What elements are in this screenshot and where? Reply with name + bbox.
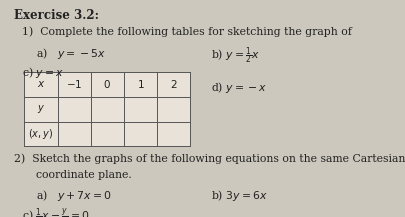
Bar bbox=[24, 72, 190, 146]
Text: $-1$: $-1$ bbox=[66, 78, 82, 90]
Text: 2)  Sketch the graphs of the following equations on the same Cartesian: 2) Sketch the graphs of the following eq… bbox=[14, 153, 405, 164]
Text: d) $y = -x$: d) $y = -x$ bbox=[211, 80, 267, 95]
Text: b) $3y = 6x$: b) $3y = 6x$ bbox=[211, 188, 267, 203]
Text: $x$: $x$ bbox=[37, 79, 45, 89]
Text: Exercise 3.2:: Exercise 3.2: bbox=[14, 9, 99, 22]
Text: c) $\frac{1}{4}x - \frac{y}{2} = 0$: c) $\frac{1}{4}x - \frac{y}{2} = 0$ bbox=[22, 207, 90, 217]
Text: $0$: $0$ bbox=[103, 78, 111, 90]
Text: 1)  Complete the following tables for sketching the graph of: 1) Complete the following tables for ske… bbox=[22, 26, 352, 37]
Text: $y$: $y$ bbox=[37, 103, 45, 115]
Text: coordinate plane.: coordinate plane. bbox=[36, 170, 132, 180]
Text: $1$: $1$ bbox=[137, 78, 144, 90]
Text: c) $y = x$: c) $y = x$ bbox=[22, 65, 64, 80]
Text: a)   $y = -5x$: a) $y = -5x$ bbox=[36, 46, 106, 61]
Text: $(x, y)$: $(x, y)$ bbox=[28, 127, 53, 141]
Text: b) $y = \frac{1}{2}x$: b) $y = \frac{1}{2}x$ bbox=[211, 46, 260, 67]
Text: $2$: $2$ bbox=[170, 78, 177, 90]
Text: a)   $y + 7x = 0$: a) $y + 7x = 0$ bbox=[36, 188, 112, 203]
